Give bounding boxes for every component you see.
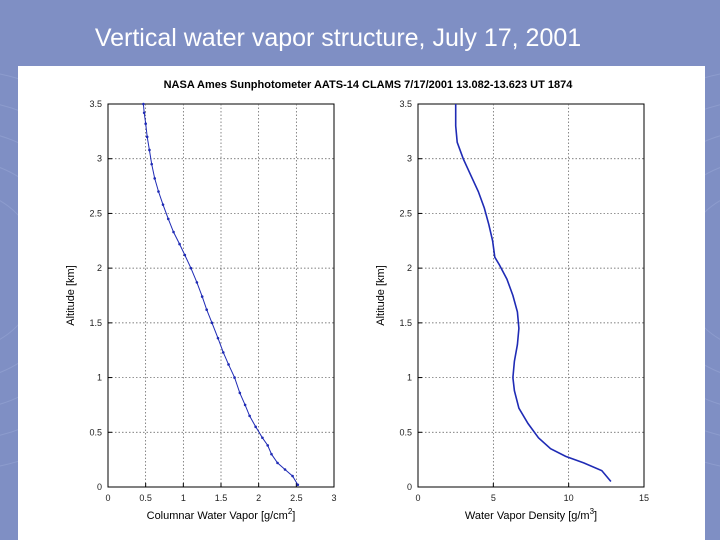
wvd-ytick-label: 0 bbox=[407, 482, 412, 492]
cwv-data-point bbox=[195, 281, 199, 284]
cwv-xtick-label: 1 bbox=[181, 493, 186, 503]
cwv-data-point bbox=[153, 177, 157, 180]
cwv-data-point bbox=[172, 230, 175, 234]
wvd-ytick-label: 0.5 bbox=[399, 427, 412, 437]
wvd-xaxis-label: Water Vapor Density [g/m3] bbox=[465, 507, 597, 522]
cwv-data-point bbox=[261, 436, 264, 440]
wvd-series-line bbox=[454, 104, 612, 483]
cwv-data-point bbox=[166, 217, 170, 221]
cwv-data-point bbox=[150, 162, 153, 166]
wvd-ytick-label: 1.5 bbox=[399, 318, 412, 328]
cwv-data-point bbox=[270, 452, 273, 456]
cwv-data-point bbox=[205, 308, 208, 312]
cwv-xaxis-label-sup: 2 bbox=[288, 507, 293, 516]
cwv-xaxis-label-main: Columnar Water Vapor [g/cm bbox=[147, 510, 288, 522]
cwv-data-point bbox=[248, 414, 251, 418]
cwv-data-point bbox=[161, 203, 165, 206]
cwv-xtick-label: 2 bbox=[256, 493, 261, 503]
cwv-ytick-label: 0 bbox=[97, 482, 102, 492]
wvd-ytick-label: 2 bbox=[407, 263, 412, 273]
wvd-ytick-label: 2.5 bbox=[399, 208, 412, 218]
cwv-data-point bbox=[216, 336, 220, 340]
wvd-yaxis-label: Altitude [km] bbox=[375, 265, 387, 326]
cwv-xtick-label: 0.5 bbox=[139, 493, 152, 503]
wvd-xtick-label: 0 bbox=[415, 493, 420, 503]
cwv-ytick-label: 3 bbox=[97, 154, 102, 164]
wvd-ytick-label: 1 bbox=[407, 373, 412, 383]
cwv-xtick-label: 2.5 bbox=[290, 493, 303, 503]
figure-panel: NASA Ames Sunphotometer AATS-14 CLAMS 7/… bbox=[18, 66, 705, 540]
cwv-xtick-label: 3 bbox=[331, 493, 336, 503]
cwv-series-line bbox=[142, 103, 299, 486]
cwv-data-point bbox=[233, 376, 236, 379]
cwv-data-point bbox=[189, 266, 193, 270]
cwv-data-point bbox=[238, 391, 242, 395]
cwv-data-point bbox=[183, 253, 187, 257]
cwv-data-point bbox=[243, 403, 247, 407]
cwv-data-point bbox=[178, 242, 181, 246]
cwv-data-point bbox=[227, 363, 230, 366]
cwv-ytick-label: 0.5 bbox=[89, 427, 102, 437]
cwv-xaxis-label-end: ] bbox=[292, 510, 295, 522]
cwv-data-point bbox=[142, 102, 145, 106]
cwv-data-point bbox=[144, 122, 147, 125]
wvd-ytick-label: 3 bbox=[407, 154, 412, 164]
wvd-xtick-label: 15 bbox=[639, 493, 649, 503]
figure-canvas: NASA Ames Sunphotometer AATS-14 CLAMS 7/… bbox=[65, 79, 649, 522]
cwv-data-point bbox=[291, 474, 294, 478]
cwv-xtick-label: 1.5 bbox=[215, 493, 228, 503]
wvd-plot-frame bbox=[417, 103, 645, 488]
cwv-data-point bbox=[210, 321, 214, 325]
cwv-ytick-label: 2.5 bbox=[89, 208, 102, 218]
cwv-data-point bbox=[254, 425, 257, 429]
cwv-data-point bbox=[157, 190, 160, 193]
cwv-xtick-label: 0 bbox=[105, 493, 110, 503]
wvd-xaxis-label-end: ] bbox=[594, 510, 597, 522]
columnar-water-vapor-chart: 0 0.5 1 1.5 2 2.5 3 0 0.5 1 1.5 2 2.5 3 3.5 Columnar Wa… bbox=[65, 99, 337, 522]
cwv-ytick-label: 1.5 bbox=[89, 318, 102, 328]
cwv-data-point bbox=[276, 461, 279, 465]
cwv-data-point bbox=[148, 148, 151, 152]
wvd-xaxis-label-main: Water Vapor Density [g/m bbox=[465, 510, 590, 522]
water-vapor-density-chart: 0 5 10 15 0 0.5 1 1.5 2 2.5 3 3.5 Water Vapor Densit… bbox=[375, 99, 649, 522]
cwv-data-point bbox=[142, 111, 146, 115]
cwv-data-point bbox=[266, 444, 270, 447]
wvd-xaxis-label-sup: 3 bbox=[590, 507, 595, 516]
cwv-ytick-label: 2 bbox=[97, 263, 102, 273]
wvd-xtick-label: 10 bbox=[564, 493, 574, 503]
slide-title: Vertical water vapor structure, July 17,… bbox=[94, 24, 582, 52]
wvd-xtick-label: 5 bbox=[491, 493, 496, 503]
cwv-data-point bbox=[200, 295, 204, 298]
figure-title: NASA Ames Sunphotometer AATS-14 CLAMS 7/… bbox=[164, 79, 574, 91]
cwv-data-point bbox=[296, 483, 300, 487]
cwv-ytick-label: 3.5 bbox=[89, 99, 102, 109]
wvd-ytick-label: 3.5 bbox=[399, 99, 412, 109]
cwv-yaxis-label: Altitude [km] bbox=[65, 265, 77, 326]
cwv-data-point bbox=[221, 351, 225, 354]
cwv-ytick-label: 1 bbox=[97, 373, 102, 383]
cwv-data-point bbox=[283, 468, 287, 471]
cwv-xaxis-label: Columnar Water Vapor [g/cm2] bbox=[147, 507, 296, 522]
cwv-data-point bbox=[145, 135, 149, 139]
